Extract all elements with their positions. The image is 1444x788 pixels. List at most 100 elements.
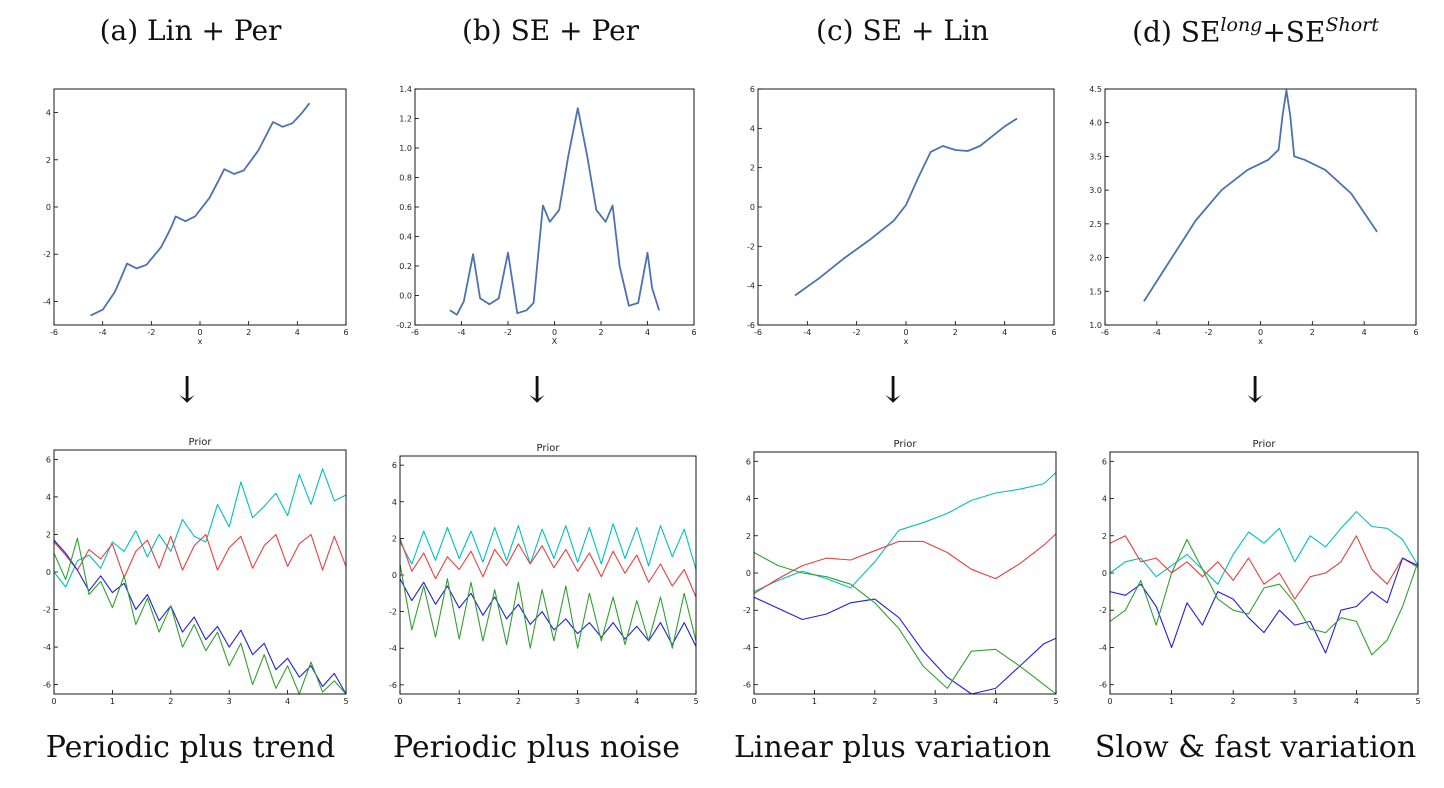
- kernel-plot-d: -6 -4 -2 0 2 4 6 1.0 1.5 2.0 2.5 3.0 3.5 4.0 4.5 x: [1089, 85, 1418, 346]
- chart-2-series-0: [794, 117, 1018, 297]
- down-arrow-icon: ↓: [1240, 370, 1271, 411]
- chart-1-frame: [414, 88, 695, 326]
- chart-2-xtick-label: 2: [953, 328, 958, 337]
- chart-3-xtick-label: 0: [1258, 328, 1263, 337]
- chart-3-ytick-label: 1.0: [1089, 321, 1102, 330]
- column-title-d-text: (d) SE: [1132, 15, 1221, 49]
- chart-1-ytick-label: 0.2: [399, 262, 412, 271]
- chart-2-ytick-label: 2: [750, 164, 755, 173]
- chart-1-xtick-label: 0: [552, 328, 557, 337]
- chart-6-xtick-label: 4: [993, 697, 998, 706]
- chart-5-title: Prior: [537, 443, 561, 454]
- chart-3-series-0: [1143, 89, 1378, 302]
- chart-2-xtick-label: 6: [1051, 328, 1056, 337]
- column-title-c: (c) SE + Lin: [722, 14, 1083, 47]
- chart-6-xtick-label: 2: [872, 697, 877, 706]
- column-title-d: (d) SElong+SEShort: [1075, 14, 1436, 48]
- chart-5-xtick-label: 3: [575, 697, 580, 706]
- chart-5-ytick-label: 4: [392, 498, 397, 507]
- chart-3-xtick-label: 2: [1310, 328, 1315, 337]
- chart-2-xtick-label: 4: [1002, 328, 1007, 337]
- chart-1-ytick-label: 0.8: [399, 174, 412, 183]
- chart-4-series-1: [53, 533, 347, 579]
- chart-4-series-3: [53, 537, 347, 695]
- chart-7-xtick-label: 3: [1292, 697, 1297, 706]
- caption-c: Linear plus variation: [733, 730, 1052, 765]
- chart-4-ytick-label: -4: [43, 643, 51, 652]
- column-title-d-sup-short: Short: [1325, 14, 1379, 36]
- chart-6-ytick-label: 4: [746, 495, 751, 504]
- chart-2-xlabel: x: [904, 337, 909, 346]
- chart-6-xtick-label: 1: [812, 697, 817, 706]
- chart-7-ytick-label: 2: [1102, 532, 1107, 541]
- chart-5-series-1: [399, 538, 697, 598]
- chart-6-ytick-label: -2: [743, 606, 751, 615]
- chart-7-ytick-label: -4: [1099, 643, 1107, 652]
- chart-1-xtick-label: -2: [504, 328, 512, 337]
- chart-2-ytick-label: -6: [747, 321, 755, 330]
- prior-plot-d: Prior 0 1 2 3 4 5 -6 -4 -2 0 2 4 6: [1099, 439, 1421, 706]
- chart-2-ytick-label: -4: [747, 282, 755, 291]
- chart-1-xtick-label: 2: [598, 328, 603, 337]
- chart-0-xtick-label: 0: [197, 328, 202, 337]
- chart-5-ytick-label: 0: [392, 571, 397, 580]
- chart-3-xtick-label: 4: [1362, 328, 1367, 337]
- chart-1-series-0: [449, 107, 660, 316]
- chart-1-xtick-label: 4: [645, 328, 650, 337]
- chart-0-ytick-label: 4: [46, 109, 51, 118]
- chart-6-ytick-label: 0: [746, 569, 751, 578]
- chart-6-series-0: [753, 472, 1057, 593]
- chart-2-xtick-label: 0: [903, 328, 908, 337]
- chart-3-ytick-label: 1.5: [1089, 287, 1102, 296]
- chart-4-xtick-label: 4: [285, 697, 290, 706]
- chart-3-xlabel: x: [1258, 337, 1263, 346]
- chart-4-xtick-label: 2: [168, 697, 173, 706]
- kernel-plot-c: -6 -4 -2 0 2 4 6 -6 -4 -2 0 2 4 6 x: [747, 85, 1057, 346]
- chart-5-frame: [399, 455, 697, 695]
- chart-2-ytick-label: -2: [747, 242, 755, 251]
- chart-4-xtick-label: 3: [227, 697, 232, 706]
- chart-2-ytick-label: 0: [750, 203, 755, 212]
- chart-6-ytick-label: -4: [743, 643, 751, 652]
- chart-0-xlabel: x: [198, 337, 203, 346]
- column-title-d-sup-long: long: [1220, 14, 1263, 36]
- chart-6-series-3: [753, 552, 1057, 695]
- chart-5-series-0: [399, 523, 697, 570]
- caption-b: Periodic plus noise: [393, 730, 680, 765]
- chart-1-ytick-label: -0.2: [396, 321, 412, 330]
- chart-4-series-0: [53, 468, 347, 588]
- chart-4-frame: [53, 449, 347, 695]
- chart-7-xtick-label: 0: [1107, 697, 1112, 706]
- chart-5-ytick-label: -2: [389, 608, 397, 617]
- column-title-b-text: (b) SE + Per: [461, 14, 640, 47]
- chart-1-ytick-label: 0.0: [399, 292, 412, 301]
- chart-6-frame: [753, 451, 1057, 695]
- chart-3-frame: [1104, 88, 1417, 326]
- column-title-d-mid: +SE: [1262, 15, 1326, 49]
- chart-4-ytick-label: 6: [46, 455, 51, 464]
- chart-6-ytick-label: -6: [743, 681, 751, 690]
- chart-5-xtick-label: 5: [693, 697, 698, 706]
- chart-3-ytick-label: 2.5: [1089, 220, 1102, 229]
- chart-0-ytick-label: -2: [43, 250, 51, 259]
- chart-7-title: Prior: [1253, 439, 1277, 450]
- chart-5-ytick-label: -6: [389, 681, 397, 690]
- chart-0-ytick-label: 0: [46, 203, 51, 212]
- chart-6-xtick-label: 0: [751, 697, 756, 706]
- chart-1-ytick-label: 0.4: [399, 233, 412, 242]
- chart-1-ytick-label: 1.4: [399, 85, 412, 94]
- chart-7-xtick-label: 2: [1231, 697, 1236, 706]
- chart-5-xtick-label: 4: [634, 697, 639, 706]
- chart-0-ytick-label: -4: [43, 297, 51, 306]
- chart-1-xtick-label: 6: [691, 328, 696, 337]
- chart-2-ytick-label: 4: [750, 124, 755, 133]
- chart-5-ytick-label: 6: [392, 461, 397, 470]
- chart-3-ytick-label: 3.5: [1089, 152, 1102, 161]
- chart-6-xtick-label: 3: [933, 697, 938, 706]
- chart-3-ytick-label: 4.0: [1089, 119, 1102, 128]
- chart-4-ytick-label: 2: [46, 530, 51, 539]
- chart-6-series-1: [753, 533, 1057, 594]
- chart-7-ytick-label: 6: [1102, 457, 1107, 466]
- caption-a: Periodic plus trend: [45, 730, 336, 765]
- prior-plot-a: Prior 0 1 2 3 4 5 -6 -4 -2 0 2 4 6: [43, 437, 349, 706]
